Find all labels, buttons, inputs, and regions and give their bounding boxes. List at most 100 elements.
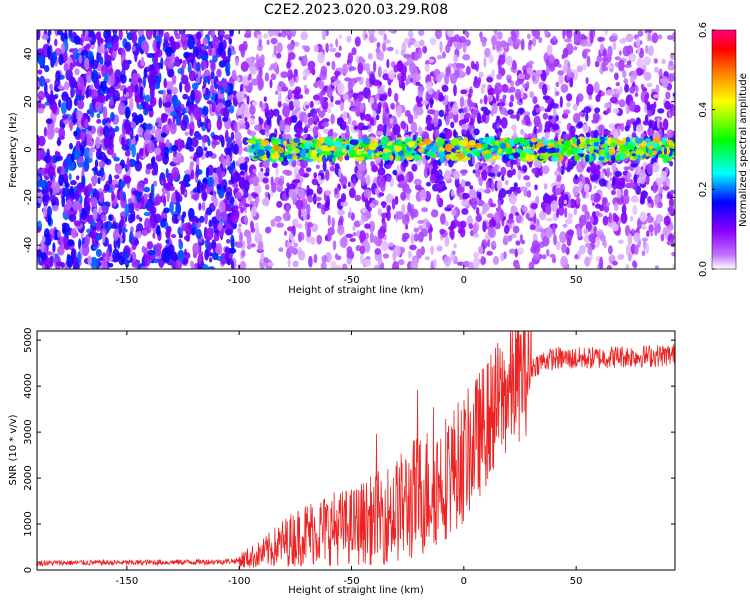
spectrogram-cell: [444, 161, 448, 166]
spectrogram-cell: [641, 237, 649, 242]
spectrogram-cell: [632, 205, 638, 216]
spectrogram-cell: [619, 38, 626, 44]
spectrogram-cell: [90, 197, 98, 208]
spectrogram-cell: [259, 100, 263, 108]
spectrogram-cell: [151, 200, 155, 214]
spectrogram-cell: [63, 62, 69, 72]
spectrogram-cell: [119, 85, 125, 91]
spectrogram-cell: [596, 55, 603, 63]
spectrogram-cell: [73, 111, 77, 126]
spectrogram-cell: [167, 62, 175, 70]
spectrogram-cell: [185, 233, 191, 242]
spectrogram-cell: [381, 30, 385, 35]
spectrogram-cell: [546, 248, 550, 257]
spectrogram-cell: [486, 76, 493, 83]
spectrogram-cell: [127, 198, 133, 204]
spectrogram-cell: [267, 30, 275, 37]
spectrogram-cell: [137, 104, 143, 110]
spectrogram-cell: [202, 105, 209, 116]
spectrogram-cell: [154, 162, 159, 176]
spectrogram-cell: [87, 183, 93, 193]
spectrogram-cell: [244, 156, 250, 164]
spectrogram-cell: [398, 259, 405, 266]
spectrogram-cell: [169, 186, 176, 192]
spectrogram-cell: [275, 166, 279, 176]
spectrogram-cell: [81, 175, 86, 187]
spectrogram-cell: [409, 77, 414, 83]
spectrogram-cell: [237, 227, 242, 234]
spectrogram-cell: [512, 59, 517, 70]
spectrogram-cell: [664, 100, 671, 110]
spectrogram-cell: [220, 153, 225, 163]
spectrogram-cell: [265, 226, 271, 234]
spectrogram-cell: [360, 233, 364, 244]
spectrogram-cell: [139, 86, 143, 100]
spectrogram-cell: [576, 226, 583, 238]
spectrogram-cell: [155, 225, 161, 237]
spectrogram-cell: [158, 97, 163, 109]
spectrogram-cell: [611, 260, 618, 266]
spectrogram-cell: [632, 260, 637, 268]
spectrogram-cell: [84, 57, 90, 71]
spectrogram-cell: [58, 54, 64, 66]
spectrogram-cell: [371, 152, 375, 159]
spectrogram-cell: [538, 211, 547, 221]
spectrogram-cell: [578, 245, 586, 255]
spectrogram-cell: [119, 181, 126, 188]
spectrogram-cell: [609, 171, 613, 177]
spectrogram-cell: [399, 180, 408, 185]
spectrogram-cell: [299, 149, 307, 158]
spectrogram-cell: [41, 34, 49, 40]
spectrogram-cell: [143, 177, 149, 185]
spectrogram-cell: [69, 185, 75, 198]
spectrogram-cell: [653, 58, 658, 64]
spectrogram-cell: [148, 84, 154, 90]
spectrogram-cell: [548, 115, 553, 120]
spectrogram-cell: [279, 119, 286, 132]
spectrogram-cell: [58, 127, 66, 140]
spectrogram-cell: [218, 60, 226, 68]
spectrogram-cell: [661, 136, 666, 144]
spectrogram-cell: [76, 140, 80, 153]
spectrogram-cell: [337, 82, 345, 95]
spectrogram-cell: [37, 226, 41, 233]
spectrogram-cell: [342, 63, 349, 75]
spectrogram-cell: [654, 66, 659, 73]
spectrogram-cell: [135, 202, 142, 209]
spectrogram-cell: [578, 214, 587, 227]
spectrogram-cell: [37, 149, 42, 161]
spectrogram-cell: [207, 122, 212, 130]
spectrogram-cell: [563, 109, 571, 115]
spectrogram-cell: [562, 223, 568, 228]
spectrogram-cell: [263, 33, 268, 39]
spectrogram-cell: [297, 232, 302, 243]
spectrogram-cell: [216, 183, 222, 190]
spectrogram-cell: [544, 108, 551, 113]
spectrogram-cell: [507, 109, 514, 115]
spectrogram-cell: [462, 54, 471, 61]
spectrogram-cell: [401, 203, 406, 215]
spectrogram-cell: [429, 37, 437, 46]
spectrogram-cell: [424, 256, 431, 261]
spectrogram-cell: [393, 64, 399, 73]
spectrogram-cell: [193, 106, 202, 121]
spectrogram-cell: [558, 138, 565, 142]
spectrogram-cell: [434, 30, 443, 40]
spectrogram-cell: [359, 254, 364, 265]
spectrogram-cell: [281, 86, 289, 92]
spectrogram-cell: [309, 100, 314, 109]
spectrogram-cell: [190, 89, 196, 103]
spectrogram-cell: [471, 198, 477, 203]
spectrogram-cell: [224, 129, 229, 142]
spectrogram-cell: [315, 164, 320, 169]
spectrogram-cell: [421, 207, 428, 213]
spectrogram-cell: [363, 259, 372, 267]
spectrogram-cell: [74, 189, 80, 203]
spectrogram-cell: [77, 100, 85, 110]
spectrogram-cell: [592, 169, 601, 177]
spectrogram-cell: [238, 223, 242, 228]
spectrogram-cell: [105, 94, 109, 102]
spectrogram-cell: [72, 50, 76, 55]
spectrogram-cell: [545, 217, 553, 222]
spectrogram-cell: [114, 184, 119, 188]
